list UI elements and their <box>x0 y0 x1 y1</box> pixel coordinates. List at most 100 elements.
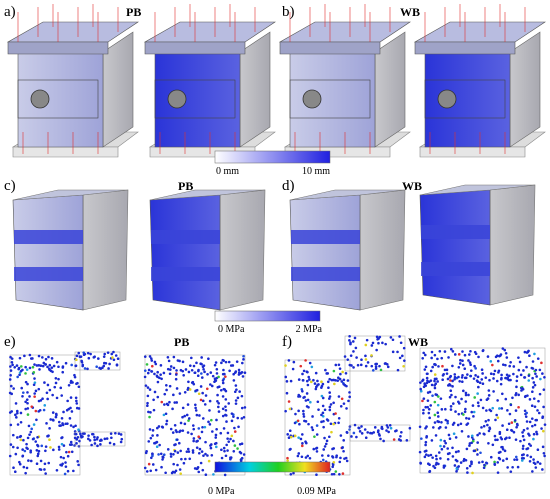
vector-dot <box>496 399 499 402</box>
vector-dot <box>528 354 531 357</box>
vector-dot <box>534 372 537 376</box>
vector-dot <box>18 462 22 466</box>
vector-dot <box>309 400 312 404</box>
vector-dot <box>499 377 503 381</box>
vector-dot <box>183 414 186 418</box>
vector-dot <box>310 426 314 429</box>
vector-dot <box>179 429 182 433</box>
vector-dot <box>321 458 325 462</box>
vector-dot <box>385 424 389 427</box>
vector-dot <box>449 408 453 411</box>
vector-dot <box>474 367 477 370</box>
vector-dot <box>169 427 173 431</box>
vector-dot <box>43 381 46 384</box>
vector-dot <box>426 379 429 383</box>
vector-dot <box>428 470 431 474</box>
vector-dot <box>320 420 323 424</box>
vector-dot <box>226 431 230 435</box>
vector-dot <box>338 367 342 370</box>
vector-dot <box>457 402 461 405</box>
vector-dot <box>57 377 60 381</box>
vector-dot <box>148 355 152 358</box>
vector-dot <box>537 399 540 403</box>
vector-dot <box>454 458 458 462</box>
vector-dot <box>54 381 58 385</box>
vector-dot <box>338 472 341 476</box>
vector-dot <box>510 429 514 432</box>
vector-dot <box>433 400 437 404</box>
vector-dot <box>45 422 48 425</box>
vector-dot <box>191 424 195 427</box>
vector-dot <box>179 421 183 425</box>
vector-dot <box>375 348 378 352</box>
vector-dot <box>55 468 59 472</box>
vector-dot <box>43 404 47 407</box>
vector-dot <box>483 432 486 436</box>
vector-dot <box>433 377 437 381</box>
vector-dot <box>37 387 41 391</box>
vector-dot <box>459 461 463 464</box>
vector-dot <box>148 415 151 419</box>
vector-dot <box>338 377 342 381</box>
vector-dot <box>444 441 448 445</box>
vector-dot <box>364 354 367 358</box>
vector-dot <box>374 362 377 366</box>
vector-dot <box>301 442 304 445</box>
vector-dot <box>204 440 207 444</box>
vector-dot <box>100 439 103 442</box>
vector-dot <box>187 370 191 374</box>
vector-dot <box>507 422 511 426</box>
colorbar <box>214 310 321 322</box>
vector-dot <box>70 443 73 446</box>
vector-dot <box>481 382 485 385</box>
vector-dot <box>143 369 147 372</box>
vector-dot <box>33 363 36 366</box>
vector-dot <box>321 414 325 418</box>
vector-dot <box>520 453 524 457</box>
vector-dot <box>166 403 170 407</box>
vector-dot <box>495 379 499 383</box>
vector-dot <box>238 450 242 454</box>
vector-dot <box>305 392 309 395</box>
vector-dot <box>442 466 446 469</box>
vector-dot <box>14 452 18 456</box>
vector-dot <box>221 358 225 362</box>
vector-dot <box>75 402 79 405</box>
vector-dot <box>21 368 24 372</box>
vector-dot <box>476 375 480 379</box>
vector-dot <box>87 434 90 437</box>
vector-dot <box>453 464 457 467</box>
vector-dot <box>210 443 213 446</box>
vector-dot <box>543 423 547 426</box>
vector-dot <box>81 364 84 368</box>
vector-dot <box>240 417 244 420</box>
vector-dot <box>471 439 475 443</box>
vector-dot <box>312 378 315 382</box>
vector-dot <box>48 388 52 392</box>
vector-dot <box>489 372 493 376</box>
vector-dot <box>62 410 65 414</box>
vector-dot <box>493 462 496 466</box>
vector-dot <box>204 452 207 456</box>
vector-dot <box>15 409 19 413</box>
vector-dot <box>337 421 340 425</box>
vector-dot <box>534 368 538 372</box>
vector-dot <box>477 461 481 464</box>
vector-dot <box>93 442 97 445</box>
vector-dot <box>328 408 332 412</box>
vector-dot <box>421 378 425 382</box>
vector-dot <box>530 404 534 408</box>
vector-dot <box>499 382 503 386</box>
vector-dot <box>348 395 351 399</box>
vector-dot <box>521 386 524 390</box>
panel-label: d) <box>282 178 295 194</box>
vector-dot <box>322 419 325 423</box>
vector-dot <box>458 362 462 365</box>
vector-dot <box>507 378 511 382</box>
vector-dot <box>143 466 147 470</box>
vector-dot <box>510 421 514 424</box>
vector-dot <box>238 443 242 446</box>
vector-dot <box>143 355 147 358</box>
vector-dot <box>149 436 153 440</box>
vector-dot <box>446 452 450 456</box>
